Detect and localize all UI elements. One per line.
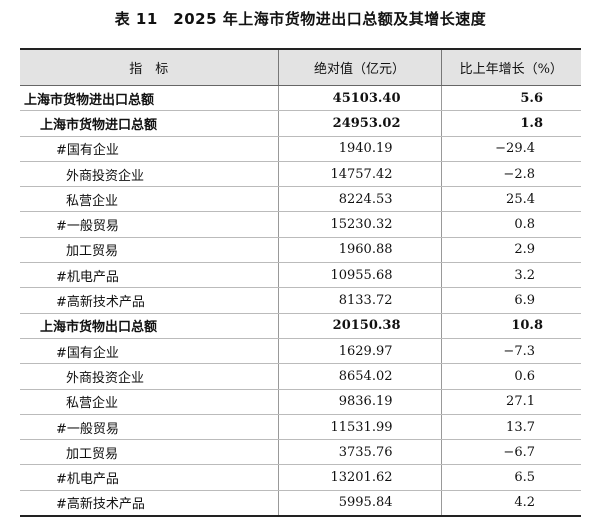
row-label: 上海市货物进口总额 xyxy=(20,110,278,137)
row-value: 9836.19 xyxy=(277,389,441,415)
row-label: 上海市货物出口总额 xyxy=(20,313,278,339)
row-growth: 10.8 xyxy=(440,313,581,339)
row-value: 5995.84 xyxy=(277,490,441,518)
row-growth: 1.8 xyxy=(440,110,581,137)
row-label: #国有企业 xyxy=(20,338,278,365)
row-label: 外商投资企业 xyxy=(20,161,278,188)
row-growth: 5.6 xyxy=(440,85,581,112)
table-row: 上海市货物进口总额 24953.02 1.8 xyxy=(20,110,581,137)
row-value: 10955.68 xyxy=(277,262,441,289)
row-growth: 27.1 xyxy=(440,389,581,415)
row-value: 8224.53 xyxy=(277,186,441,213)
table-row: #一般贸易 11531.99 13.7 xyxy=(20,414,581,441)
row-growth: −6.7 xyxy=(440,439,581,466)
table-row: 外商投资企业 8654.02 0.6 xyxy=(20,363,581,390)
row-label: 私营企业 xyxy=(20,389,278,415)
row-growth: 13.7 xyxy=(440,414,581,441)
row-label: 加工贸易 xyxy=(20,237,278,264)
header-row: 指 标 绝对值（亿元） 比上年增长（%） xyxy=(20,48,581,86)
row-value: 20150.38 xyxy=(277,313,441,339)
row-growth: 6.9 xyxy=(440,287,581,314)
table-row: #高新技术产品 8133.72 6.9 xyxy=(20,287,581,314)
row-value: 8133.72 xyxy=(277,287,441,314)
table-row: 上海市货物进出口总额 45103.40 5.6 xyxy=(20,85,581,112)
row-label: #一般贸易 xyxy=(20,211,278,238)
header-growth-rate: 比上年增长（%） xyxy=(440,48,581,86)
row-label: #国有企业 xyxy=(20,136,278,162)
table-row: #国有企业 1940.19 −29.4 xyxy=(20,136,581,162)
row-growth: −7.3 xyxy=(440,338,581,365)
row-value: 8654.02 xyxy=(277,363,441,390)
row-growth: 0.8 xyxy=(440,211,581,238)
row-label: #一般贸易 xyxy=(20,414,278,441)
table-row: #一般贸易 15230.32 0.8 xyxy=(20,211,581,238)
table-row: 外商投资企业 14757.42 −2.8 xyxy=(20,161,581,188)
row-value: 15230.32 xyxy=(277,211,441,238)
row-growth: −29.4 xyxy=(440,136,581,162)
row-label: 上海市货物进出口总额 xyxy=(20,85,278,112)
table-row: 上海市货物出口总额 20150.38 10.8 xyxy=(20,313,581,339)
row-value: 1940.19 xyxy=(277,136,441,162)
row-growth: 2.9 xyxy=(440,237,581,264)
row-growth: 4.2 xyxy=(440,490,581,518)
table-row: 加工贸易 1960.88 2.9 xyxy=(20,237,581,264)
row-growth: 0.6 xyxy=(440,363,581,390)
row-growth: 6.5 xyxy=(440,464,581,491)
import-export-table: 指 标 绝对值（亿元） 比上年增长（%） 上海市货物进出口总额 45103.40 5… xyxy=(20,48,581,518)
table-row: #机电产品 10955.68 3.2 xyxy=(20,262,581,289)
table-title: 表 11 2025 年上海市货物进出口总额及其增长速度 xyxy=(114,10,487,28)
table-header: 指 标 绝对值（亿元） 比上年增长（%） xyxy=(20,48,581,86)
row-label: #机电产品 xyxy=(20,262,278,289)
row-value: 1629.97 xyxy=(277,338,441,365)
row-value: 45103.40 xyxy=(277,85,441,112)
row-value: 11531.99 xyxy=(277,414,441,441)
row-value: 1960.88 xyxy=(277,237,441,264)
row-growth: 25.4 xyxy=(440,186,581,213)
row-value: 14757.42 xyxy=(277,161,441,188)
row-value: 3735.76 xyxy=(277,439,441,466)
row-label: 私营企业 xyxy=(20,186,278,213)
row-label: 加工贸易 xyxy=(20,439,278,466)
table-row: #机电产品 13201.62 6.5 xyxy=(20,464,581,491)
header-indicator: 指 标 xyxy=(20,48,278,86)
row-growth: 3.2 xyxy=(440,262,581,289)
table-row: #国有企业 1629.97 −7.3 xyxy=(20,338,581,365)
row-label: #高新技术产品 xyxy=(20,287,278,314)
table-row: #高新技术产品 5995.84 4.2 xyxy=(20,490,581,518)
row-label: 外商投资企业 xyxy=(20,363,278,390)
table-body: 上海市货物进出口总额 45103.40 5.6 上海市货物进口总额 24953.02 1.… xyxy=(20,85,581,518)
row-label: #高新技术产品 xyxy=(20,490,278,518)
table-row: 私营企业 9836.19 27.1 xyxy=(20,389,581,415)
row-growth: −2.8 xyxy=(440,161,581,188)
row-label: #机电产品 xyxy=(20,464,278,491)
row-value: 24953.02 xyxy=(277,110,441,137)
header-absolute-value: 绝对值（亿元） xyxy=(277,48,441,86)
table-row: 加工贸易 3735.76 −6.7 xyxy=(20,439,581,466)
table-row: 私营企业 8224.53 25.4 xyxy=(20,186,581,213)
row-value: 13201.62 xyxy=(277,464,441,491)
